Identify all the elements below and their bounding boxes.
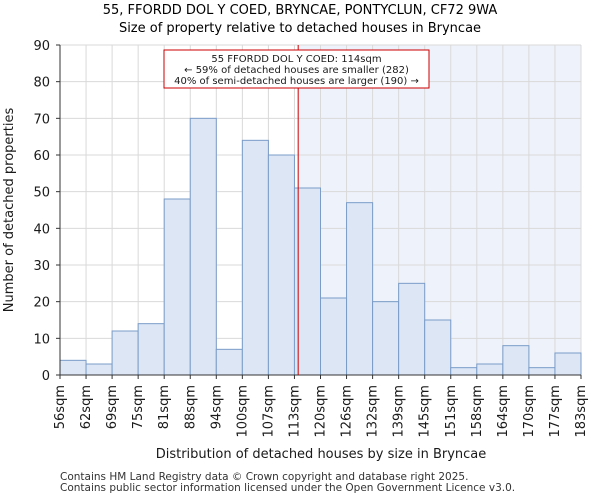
histogram-bar	[424, 319, 452, 376]
x-tick-label: 81sqm	[157, 385, 172, 429]
histogram-bar	[476, 363, 504, 376]
histogram-bar	[163, 198, 191, 376]
y-axis-label: Number of detached properties	[2, 108, 17, 313]
chart-title: 55, FFORDD DOL Y COED, BRYNCAE, PONTYCLU…	[103, 3, 498, 18]
annotation-line: 40% of semi-detached houses are larger (…	[174, 76, 419, 87]
y-tick-label: 0	[42, 369, 50, 384]
histogram-bar	[59, 359, 87, 376]
histogram-bar	[241, 139, 269, 376]
plot-area: 0 10 20 30 40 50 60 70 80 90 56sqm 62sqm 69sqm 75sqm 8…	[33, 39, 589, 438]
x-tick-label: 75sqm	[131, 385, 146, 429]
histogram-bar	[320, 297, 348, 376]
y-tick-label: 70	[33, 112, 50, 127]
histogram-bar	[528, 367, 556, 376]
x-tick-label: 177sqm	[548, 385, 563, 438]
chart-subtitle: Size of property relative to detached ho…	[119, 21, 481, 36]
annotation-line: ← 59% of detached houses are smaller (28…	[184, 65, 409, 76]
annotation-line: 55 FFORDD DOL Y COED: 114sqm	[211, 54, 381, 65]
histogram-bar	[554, 352, 582, 376]
x-tick-label: 164sqm	[496, 385, 511, 438]
x-tick-label: 151sqm	[444, 385, 459, 438]
histogram-bar	[293, 187, 322, 376]
histogram-bar	[189, 117, 217, 376]
histogram-bar	[346, 202, 374, 376]
x-tick-label: 139sqm	[392, 385, 407, 438]
y-tick-label: 90	[33, 39, 50, 54]
x-tick-label: 113sqm	[287, 385, 302, 438]
x-tick-label: 126sqm	[340, 385, 355, 438]
histogram-bar	[372, 301, 400, 376]
x-tick-label: 69sqm	[105, 385, 120, 429]
x-tick-label: 158sqm	[470, 385, 485, 438]
x-axis-label: Distribution of detached houses by size …	[156, 447, 487, 462]
x-tick-label: 170sqm	[522, 385, 537, 438]
y-tick-label: 20	[33, 296, 50, 311]
x-tick-label: 120sqm	[314, 385, 329, 438]
y-tick-label: 50	[33, 186, 50, 201]
annotation-box	[163, 49, 430, 89]
histogram-bar	[137, 323, 165, 376]
y-tick-label: 10	[33, 332, 50, 347]
footer: Contains HM Land Registry data © Crown c…	[60, 472, 515, 494]
x-tick-label: 88sqm	[183, 385, 198, 429]
x-tick-label: 107sqm	[261, 385, 276, 438]
y-tick-label: 40	[33, 222, 50, 237]
x-tick-label: 56sqm	[53, 385, 68, 429]
y-tick-label: 80	[33, 76, 50, 91]
footer-line-2: Contains public sector information licen…	[60, 482, 516, 494]
x-tick-label: 132sqm	[366, 385, 381, 438]
histogram-bar	[85, 363, 113, 376]
histogram-bar	[450, 367, 478, 376]
histogram-bar	[267, 154, 295, 376]
x-tick-label: 145sqm	[418, 385, 433, 438]
footer-line-1: Contains HM Land Registry data © Crown c…	[60, 471, 469, 483]
histogram-bar	[398, 282, 426, 376]
x-tick-label: 62sqm	[79, 385, 94, 429]
x-tick-label: 100sqm	[235, 385, 250, 438]
x-tick-label: 183sqm	[574, 385, 589, 438]
histogram-bar	[215, 348, 243, 376]
y-tick-label: 30	[33, 259, 50, 274]
y-tick-label: 60	[33, 149, 50, 164]
histogram-bar	[111, 330, 139, 376]
x-tick-label: 94sqm	[209, 385, 224, 429]
histogram-bar	[502, 345, 530, 376]
